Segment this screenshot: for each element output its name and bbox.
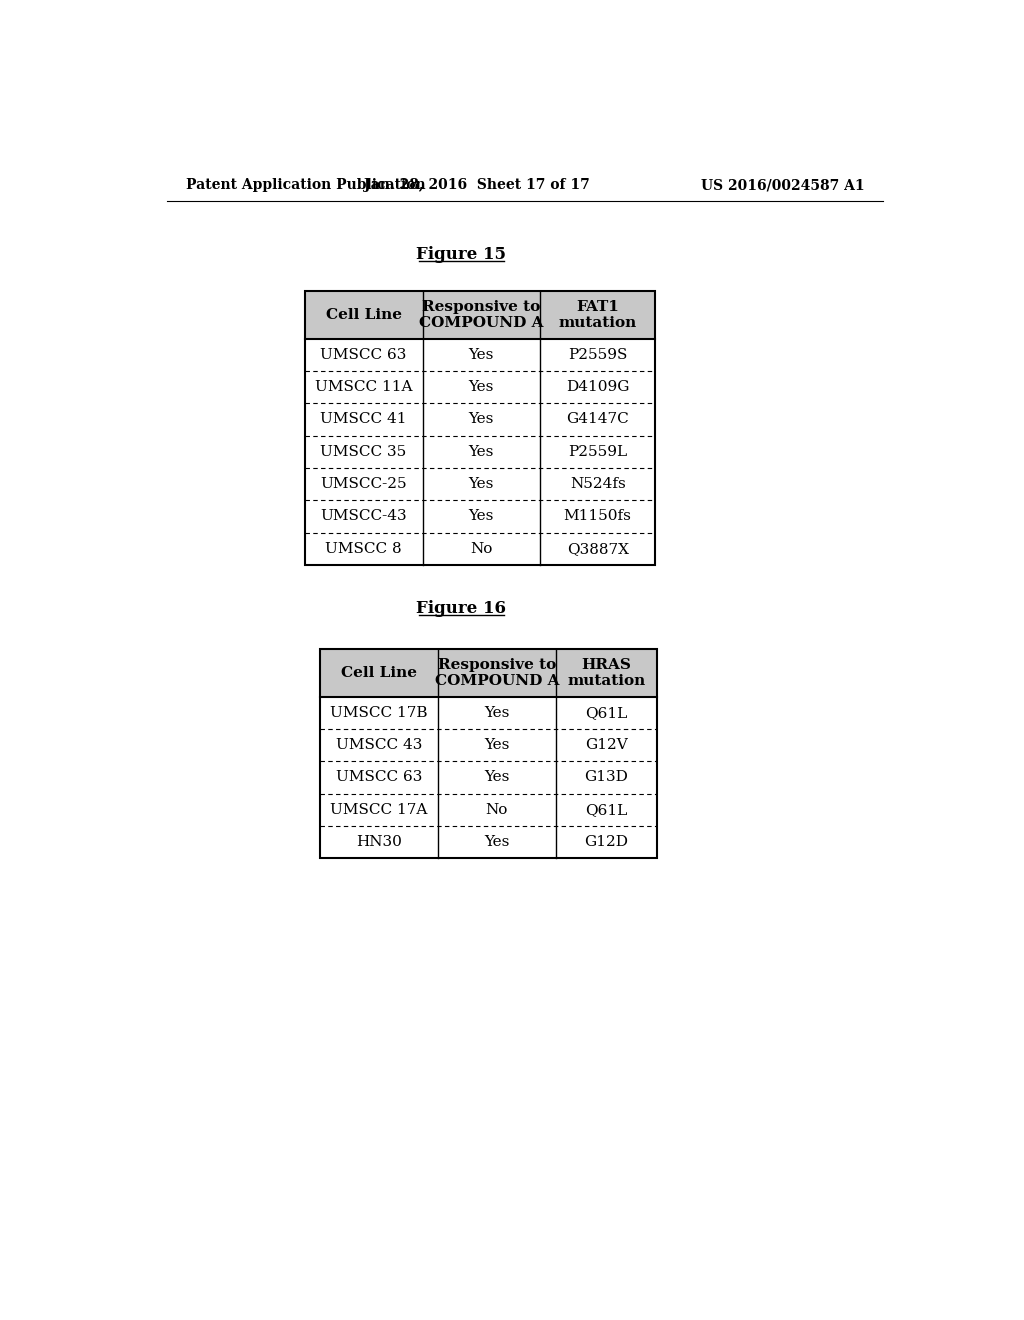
Text: UMSCC 17A: UMSCC 17A bbox=[331, 803, 428, 817]
Text: UMSCC 8: UMSCC 8 bbox=[326, 541, 401, 556]
Text: FAT1
mutation: FAT1 mutation bbox=[558, 300, 637, 330]
Text: Yes: Yes bbox=[484, 706, 510, 719]
Bar bbox=[305, 500, 655, 533]
Text: N524fs: N524fs bbox=[569, 477, 626, 491]
Text: Yes: Yes bbox=[484, 836, 510, 849]
Text: UMSCC 63: UMSCC 63 bbox=[336, 771, 422, 784]
Bar bbox=[305, 532, 655, 565]
Bar bbox=[321, 793, 656, 826]
Text: Yes: Yes bbox=[484, 738, 510, 752]
Text: UMSCC 17B: UMSCC 17B bbox=[331, 706, 428, 719]
Bar bbox=[321, 826, 656, 858]
Bar bbox=[321, 649, 656, 697]
Bar bbox=[321, 762, 656, 793]
Text: P2559S: P2559S bbox=[568, 347, 628, 362]
Text: Yes: Yes bbox=[469, 347, 495, 362]
Text: Yes: Yes bbox=[469, 477, 495, 491]
Text: HRAS
mutation: HRAS mutation bbox=[567, 657, 645, 688]
Text: Yes: Yes bbox=[469, 445, 495, 459]
Bar bbox=[321, 697, 656, 729]
Bar bbox=[305, 436, 655, 469]
Text: US 2016/0024587 A1: US 2016/0024587 A1 bbox=[700, 178, 864, 193]
Text: UMSCC 35: UMSCC 35 bbox=[321, 445, 407, 459]
Bar bbox=[321, 649, 656, 858]
Text: No: No bbox=[470, 541, 493, 556]
Text: Yes: Yes bbox=[484, 771, 510, 784]
Text: G12D: G12D bbox=[584, 836, 628, 849]
Bar bbox=[305, 290, 655, 565]
Text: G4147C: G4147C bbox=[566, 412, 629, 426]
Text: Jan. 28, 2016  Sheet 17 of 17: Jan. 28, 2016 Sheet 17 of 17 bbox=[364, 178, 590, 193]
Text: UMSCC-25: UMSCC-25 bbox=[321, 477, 407, 491]
Text: UMSCC 43: UMSCC 43 bbox=[336, 738, 422, 752]
Text: Responsive to
COMPOUND A: Responsive to COMPOUND A bbox=[434, 657, 559, 688]
Text: Yes: Yes bbox=[469, 412, 495, 426]
Text: UMSCC 63: UMSCC 63 bbox=[321, 347, 407, 362]
Bar bbox=[305, 469, 655, 500]
Text: No: No bbox=[485, 803, 508, 817]
Text: Figure 16: Figure 16 bbox=[416, 601, 506, 618]
Text: Figure 15: Figure 15 bbox=[416, 246, 506, 263]
Bar bbox=[305, 371, 655, 404]
Text: D4109G: D4109G bbox=[566, 380, 630, 395]
Text: M1150fs: M1150fs bbox=[564, 510, 632, 524]
Bar bbox=[305, 339, 655, 371]
Text: Q3887X: Q3887X bbox=[566, 541, 629, 556]
Text: UMSCC-43: UMSCC-43 bbox=[321, 510, 407, 524]
Bar bbox=[321, 729, 656, 762]
Text: Cell Line: Cell Line bbox=[341, 665, 417, 680]
Text: Q61L: Q61L bbox=[585, 706, 628, 719]
Bar bbox=[305, 404, 655, 436]
Text: Patent Application Publication: Patent Application Publication bbox=[186, 178, 426, 193]
Text: G12V: G12V bbox=[585, 738, 628, 752]
Text: P2559L: P2559L bbox=[568, 445, 628, 459]
Text: UMSCC 41: UMSCC 41 bbox=[321, 412, 407, 426]
Text: HN30: HN30 bbox=[356, 836, 402, 849]
Text: Cell Line: Cell Line bbox=[326, 308, 401, 322]
Text: Q61L: Q61L bbox=[585, 803, 628, 817]
Text: UMSCC 11A: UMSCC 11A bbox=[314, 380, 413, 395]
Text: Yes: Yes bbox=[469, 510, 495, 524]
Text: Yes: Yes bbox=[469, 380, 495, 395]
Text: G13D: G13D bbox=[585, 771, 628, 784]
Text: Responsive to
COMPOUND A: Responsive to COMPOUND A bbox=[419, 300, 544, 330]
Bar bbox=[305, 290, 655, 339]
